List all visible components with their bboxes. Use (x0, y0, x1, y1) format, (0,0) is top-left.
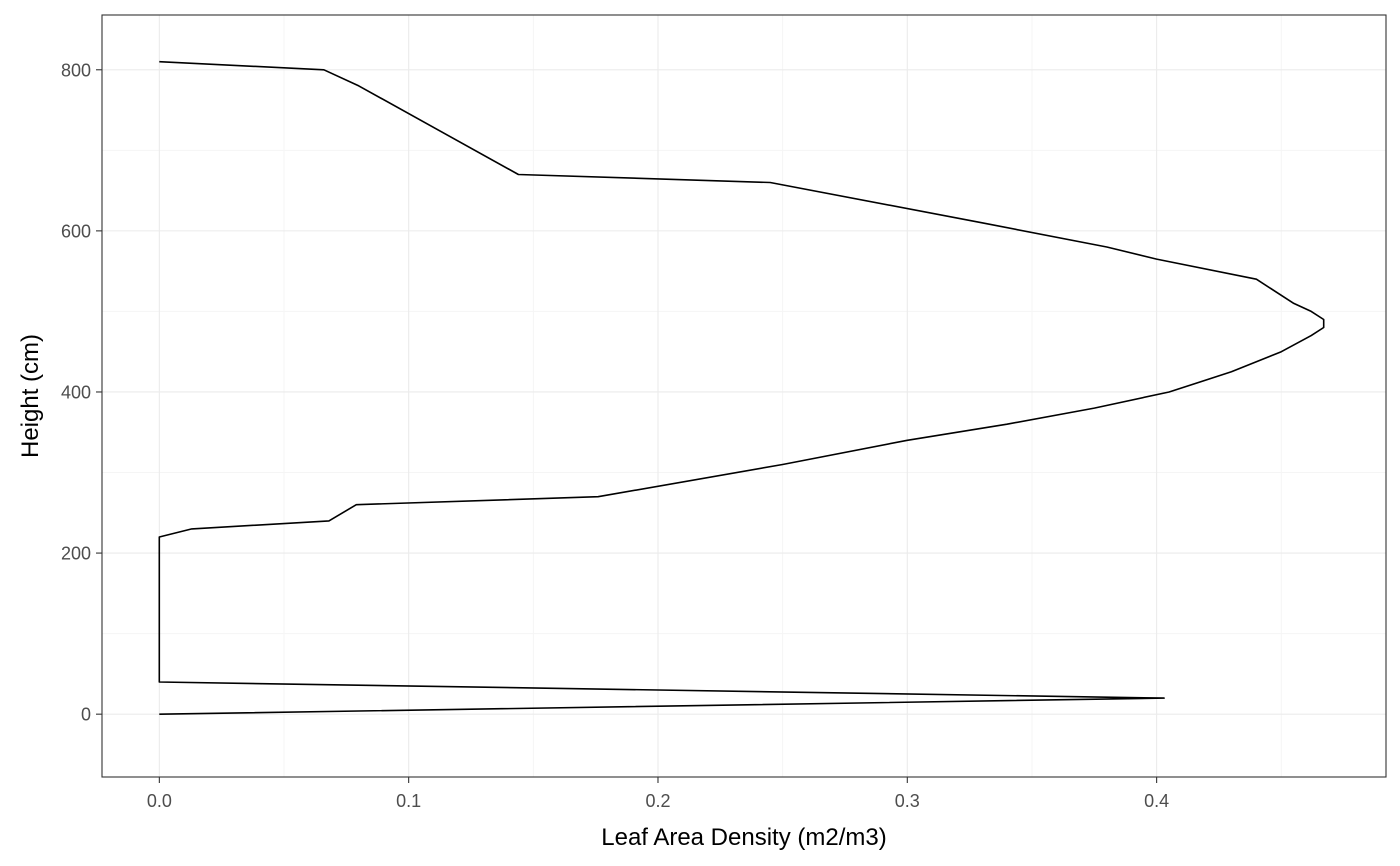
panel-border (101, 14, 1387, 778)
lad-profile-line (158, 60, 1325, 715)
x-tick-label: 0.2 (645, 791, 670, 811)
minor-grid (102, 15, 1386, 777)
y-tick-label: 0 (81, 705, 91, 725)
x-tick-label: 0.3 (895, 791, 920, 811)
series-layer (158, 60, 1325, 715)
y-tick-label: 600 (61, 221, 91, 241)
y-tick-label: 400 (61, 382, 91, 402)
y-tick-label: 200 (61, 544, 91, 564)
y-axis-title: Height (cm) (17, 334, 44, 458)
x-axis-title: Leaf Area Density (m2/m3) (601, 824, 886, 851)
y-tick-label: 800 (61, 60, 91, 80)
x-axis: 0.0 0.1 0.2 0.3 0.4 (147, 777, 1169, 811)
x-tick-label: 0.1 (396, 791, 421, 811)
y-axis: 0 200 400 600 800 (61, 60, 102, 725)
x-tick-label: 0.0 (147, 791, 172, 811)
x-tick-label: 0.4 (1144, 791, 1169, 811)
